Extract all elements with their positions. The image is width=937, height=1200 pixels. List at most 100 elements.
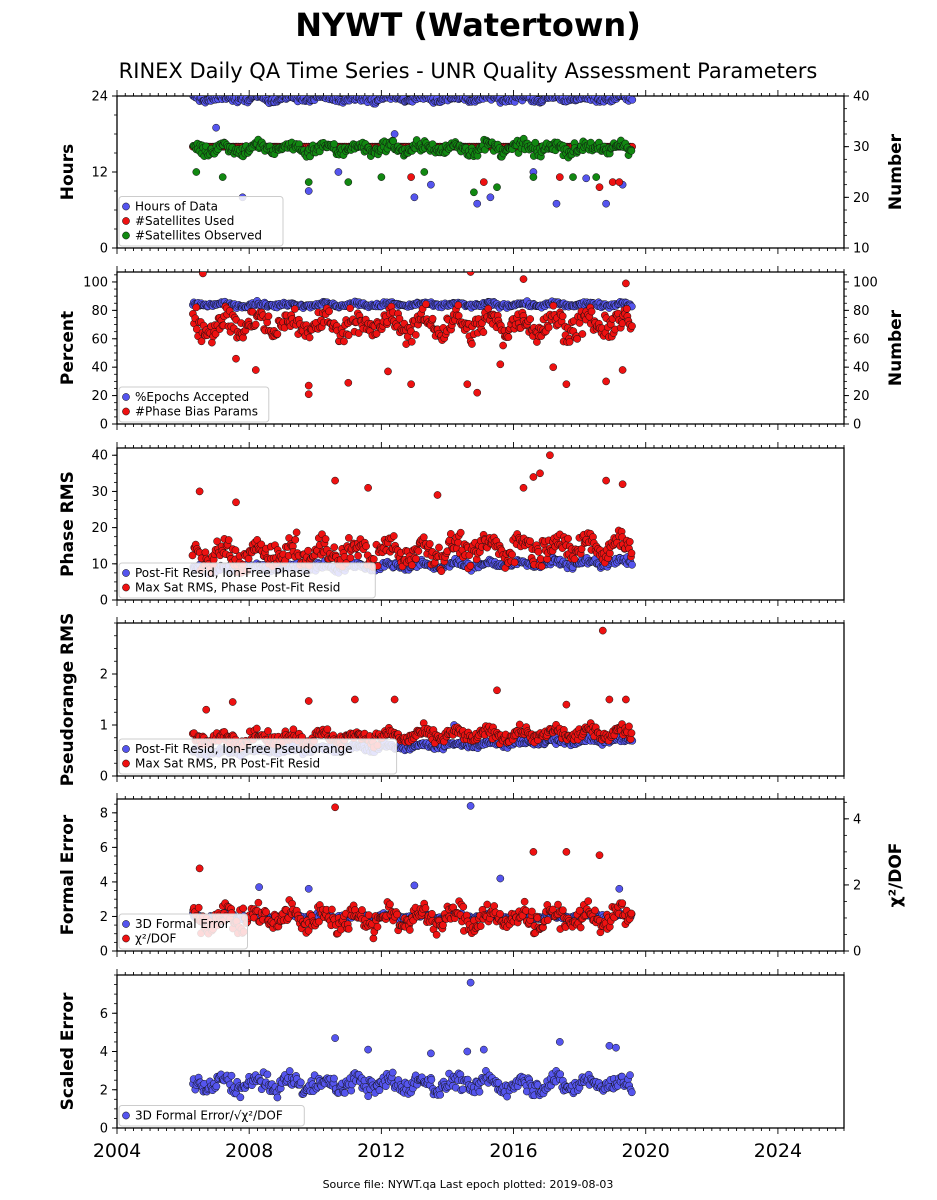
- figure-subtitle: RINEX Daily QA Time Series - UNR Quality…: [119, 59, 818, 83]
- y-tick-label: 0: [100, 418, 108, 433]
- outlier-point: [598, 626, 607, 635]
- y-tick-label: 40: [91, 361, 108, 376]
- outlier-point: [592, 173, 601, 181]
- outlier-point: [232, 354, 240, 363]
- series-2: [188, 451, 636, 578]
- data-point: [536, 555, 545, 563]
- series-1: [189, 96, 637, 208]
- data-point: [549, 301, 558, 310]
- data-point: [251, 320, 260, 329]
- outlier-point: [618, 366, 627, 374]
- data-point: [623, 304, 631, 313]
- data-point: [526, 537, 534, 546]
- outlier-point: [562, 700, 571, 709]
- outlier-point: [331, 476, 339, 485]
- legend-entry: %Epochs Accepted: [135, 390, 249, 404]
- outlier-point: [569, 173, 577, 181]
- y2-axis-label: Number: [886, 133, 906, 210]
- data-point: [504, 333, 513, 341]
- y-tick-label: 60: [91, 332, 108, 347]
- data-point: [412, 554, 420, 563]
- data-point: [510, 558, 519, 567]
- data-point: [344, 331, 353, 340]
- outlier-point: [466, 272, 475, 276]
- data-point: [437, 567, 446, 576]
- legend-marker: [122, 393, 130, 401]
- outlier-point: [615, 178, 624, 186]
- y2-axis-label: χ²/DOF: [886, 843, 906, 908]
- data-point: [499, 341, 507, 350]
- outlier-point: [605, 695, 614, 704]
- legend-box: [118, 562, 376, 599]
- data-point: [570, 555, 579, 563]
- data-point: [625, 722, 633, 731]
- legend: Post-Fit Resid, Ion-Free PseudorangeMax …: [118, 738, 398, 775]
- data-point: [564, 534, 572, 543]
- legend-entry: Max Sat RMS, Phase Post-Fit Resid: [135, 581, 340, 595]
- data-point: [484, 304, 493, 313]
- outlier-point: [377, 173, 386, 181]
- y-tick-label: 40: [91, 449, 108, 464]
- legend-entry: Max Sat RMS, PR Post-Fit Resid: [135, 757, 320, 771]
- outlier-point: [304, 390, 313, 399]
- outlier-point: [251, 366, 260, 374]
- data-point: [354, 551, 362, 560]
- legend-box: [118, 738, 398, 775]
- data-point: [428, 314, 437, 323]
- y-tick-label: 2: [100, 668, 108, 683]
- outlier-point: [304, 178, 313, 186]
- data-point: [558, 312, 567, 320]
- panel-2: 0 20 40 60 80 100 0 20 40 60 80 100 Number Percent %Ep…: [58, 266, 906, 433]
- y2-tick-label: 60: [853, 332, 870, 347]
- outlier-point: [555, 173, 564, 181]
- data-point: [627, 146, 636, 155]
- data-point: [304, 546, 312, 555]
- y-axis-label: Percent: [58, 311, 78, 385]
- legend-marker: [122, 231, 130, 240]
- data-points: [189, 272, 636, 399]
- outlier-point: [192, 168, 201, 176]
- y-tick-label: 10: [91, 557, 108, 572]
- data-point: [454, 538, 463, 547]
- data-point: [435, 543, 443, 552]
- data-point: [625, 537, 634, 546]
- outlier-point: [473, 388, 482, 397]
- outlier-point: [218, 173, 227, 181]
- data-point: [454, 311, 463, 320]
- data-point: [330, 543, 339, 552]
- outlier-point: [552, 199, 561, 208]
- outlier-point: [546, 451, 554, 460]
- data-point: [575, 319, 584, 327]
- legend-marker: [122, 407, 130, 416]
- data-point: [526, 315, 535, 323]
- legend-box: [118, 196, 284, 247]
- series-3: [189, 134, 636, 197]
- outlier-point: [433, 491, 442, 499]
- legend-entry: Post-Fit Resid, Ion-Free Phase: [135, 566, 310, 580]
- data-point: [231, 546, 240, 555]
- figure-title: NYWT (Watertown): [295, 6, 641, 44]
- data-point: [244, 554, 253, 563]
- outlier-point: [212, 123, 220, 132]
- data-point: [290, 305, 299, 313]
- data-point: [323, 725, 332, 734]
- data-point: [408, 561, 416, 570]
- outlier-point: [602, 377, 610, 386]
- data-point: [422, 300, 430, 309]
- outlier-point: [334, 168, 343, 176]
- outlier-point: [195, 487, 204, 496]
- y2-tick-label: 4: [853, 812, 861, 827]
- outlier-point: [496, 360, 505, 369]
- data-point: [565, 338, 574, 346]
- legend-marker: [122, 569, 130, 577]
- y2-tick-label: 30: [853, 140, 870, 155]
- data-point: [544, 323, 553, 332]
- outlier-point: [202, 705, 211, 714]
- data-point: [264, 727, 272, 735]
- outlier-point: [390, 130, 399, 138]
- y-axis-label: Hours: [58, 144, 78, 201]
- data-point: [201, 548, 210, 557]
- y-tick-label: 100: [83, 275, 108, 290]
